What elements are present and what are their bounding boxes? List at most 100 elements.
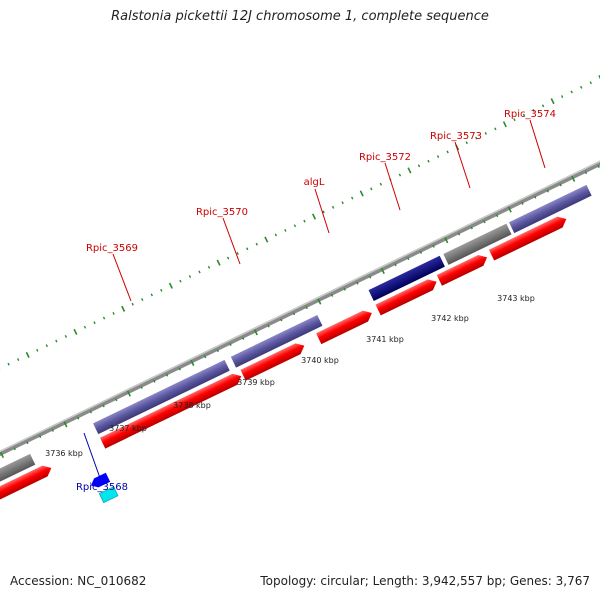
feature-bar-track [0, 184, 592, 487]
minor-tick [150, 293, 153, 297]
minor-tick [102, 316, 106, 320]
major-tick [126, 390, 131, 397]
minor-tick [115, 398, 118, 402]
cds-arrow[interactable] [0, 463, 54, 501]
cds-arrow[interactable] [316, 308, 374, 345]
cds-arrow[interactable] [375, 276, 440, 316]
major-tick [73, 328, 78, 335]
major-tick [0, 451, 5, 459]
topology-summary: Topology: circular; Length: 3,942,557 bp… [260, 574, 590, 588]
major-tick [598, 75, 600, 80]
gene-label-rpic-3574[interactable]: Rpic_3574 [504, 109, 556, 120]
minor-tick [559, 183, 562, 187]
minor-tick [160, 288, 163, 292]
major-tick [25, 351, 30, 358]
minor-tick [589, 81, 592, 85]
gene-label-rpic-3568[interactable]: Rpic_3568 [76, 482, 128, 493]
minor-tick [356, 281, 359, 285]
minor-tick [45, 344, 48, 348]
cds-arrow[interactable] [488, 214, 569, 261]
minor-tick [226, 256, 230, 260]
feature-bar[interactable] [0, 453, 36, 487]
feature-bar[interactable] [368, 255, 445, 301]
gene-label-layer: Rpic_3568 Rpic_3569 Rpic_3570 algL Rpic_… [76, 109, 556, 493]
minor-tick [131, 302, 134, 306]
minor-tick [419, 251, 423, 254]
minor-tick [394, 263, 397, 267]
minor-tick [83, 325, 87, 329]
minor-tick [368, 275, 372, 279]
major-tick [253, 329, 258, 336]
minor-tick [322, 210, 325, 214]
gene-label-rpic-3573[interactable]: Rpic_3573 [430, 131, 482, 142]
scale-tick-row [0, 165, 600, 459]
minor-tick [229, 343, 232, 346]
feature-bar[interactable] [93, 359, 230, 435]
major-tick [571, 175, 576, 182]
scale-label: 3743 kbp [497, 294, 535, 303]
major-tick [359, 190, 364, 197]
minor-tick [427, 159, 430, 163]
gene-label-algl[interactable]: algL [304, 177, 325, 188]
major-tick [507, 206, 512, 213]
major-tick [168, 282, 173, 289]
minor-tick [198, 270, 201, 274]
feature-bar[interactable] [443, 223, 512, 265]
minor-tick [267, 324, 270, 328]
minor-tick [475, 136, 478, 140]
major-tick [63, 421, 68, 428]
minor-tick [541, 104, 545, 108]
minor-tick [89, 410, 93, 414]
minor-tick [51, 429, 54, 432]
major-tick [121, 305, 126, 312]
scale-label: 3740 kbp [301, 356, 339, 365]
rrna-feature[interactable] [98, 486, 119, 504]
scale-label: 3741 kbp [366, 335, 404, 344]
minor-tick [165, 373, 169, 377]
forward-cds-track [0, 214, 569, 501]
outer-tick-row [0, 75, 600, 370]
minor-tick [36, 348, 39, 352]
cds-arrow[interactable] [240, 340, 306, 381]
gene-label-rpic-3572[interactable]: Rpic_3572 [359, 152, 411, 163]
gene-label-rpic-3569[interactable]: Rpic_3569 [86, 243, 138, 254]
minor-tick [141, 298, 144, 302]
feature-bar[interactable] [230, 314, 323, 368]
feature-bar[interactable] [509, 184, 592, 234]
minor-tick [379, 182, 382, 186]
minor-tick [341, 201, 344, 205]
minor-tick [64, 335, 68, 338]
minor-tick [274, 233, 278, 237]
minor-tick [216, 349, 219, 353]
minor-tick [284, 228, 287, 232]
minor-tick [102, 404, 105, 408]
minor-tick [140, 386, 143, 389]
minor-tick [570, 90, 573, 94]
minor-tick [55, 339, 58, 343]
minor-tick [280, 318, 283, 322]
cds-arrow[interactable] [100, 371, 244, 449]
minor-tick [521, 201, 524, 205]
major-tick [407, 167, 412, 174]
minor-tick [457, 232, 461, 236]
minor-tick [236, 252, 239, 255]
minor-tick [242, 336, 245, 340]
accession-text: Accession: NC_010682 [10, 574, 147, 588]
minor-tick [292, 312, 296, 316]
minor-tick [436, 155, 440, 158]
scale-label: 3738 kbp [173, 401, 211, 410]
minor-tick [13, 447, 16, 451]
minor-tick [305, 306, 308, 310]
gene-label-rpic-3570[interactable]: Rpic_3570 [196, 207, 248, 218]
major-tick [380, 267, 385, 274]
minor-tick [293, 224, 297, 228]
minor-tick [432, 244, 435, 248]
minor-tick [38, 435, 42, 439]
minor-tick [255, 242, 258, 246]
minor-tick [560, 95, 564, 99]
reverse-cds-arrow[interactable] [89, 472, 111, 490]
minor-tick [7, 362, 10, 366]
minor-tick [407, 257, 410, 261]
scale-label: 3739 kbp [237, 378, 275, 387]
cds-arrow[interactable] [436, 252, 490, 286]
